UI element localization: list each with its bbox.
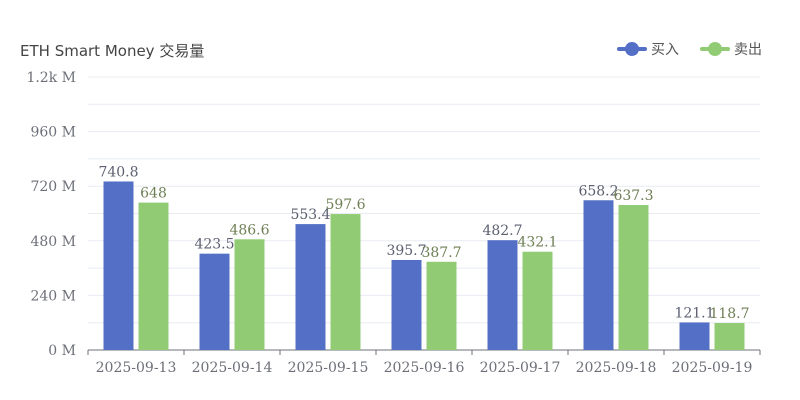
x-tick-label: 2025-09-19 (672, 360, 753, 376)
legend-marker-sell-icon (700, 42, 730, 56)
bar-sell (522, 251, 553, 350)
legend-label-buy: 买入 (651, 42, 679, 58)
bar-sell (330, 214, 361, 350)
x-tick-label: 2025-09-18 (576, 360, 657, 376)
x-tick-label: 2025-09-13 (96, 360, 177, 376)
data-label-buy: 740.8 (98, 164, 138, 180)
y-tick-label: 960 M (30, 125, 76, 141)
data-label-sell: 387.7 (421, 245, 461, 261)
legend-label-sell: 卖出 (734, 42, 762, 58)
bar-buy (487, 240, 518, 350)
x-tick-label: 2025-09-16 (384, 360, 465, 376)
data-label-sell: 486.6 (229, 222, 269, 238)
bar-buy (391, 259, 422, 350)
bar-sell (234, 239, 265, 350)
x-tick-label: 2025-09-15 (288, 360, 369, 376)
bar-buy (295, 224, 326, 350)
x-tick-label: 2025-09-14 (192, 360, 273, 376)
bar-buy (679, 322, 710, 350)
x-tick-label: 2025-09-17 (480, 360, 561, 376)
y-tick-label: 720 M (30, 179, 76, 195)
bar-sell (714, 322, 745, 350)
data-label-buy: 395.7 (386, 243, 426, 259)
data-label-sell: 118.7 (709, 306, 749, 322)
legend-item-buy[interactable]: 买入 (617, 39, 679, 59)
bar-buy (103, 181, 134, 350)
data-label-sell: 648 (140, 186, 167, 202)
bar-sell (618, 205, 649, 350)
y-tick-label: 0 M (48, 343, 76, 359)
bar-sell (426, 261, 457, 350)
y-tick-label: 480 M (30, 234, 76, 250)
data-label-sell: 637.3 (613, 188, 653, 204)
y-tick-label: 1.2k M (26, 70, 76, 86)
y-tick-label: 240 M (30, 288, 76, 304)
bar-buy (199, 253, 230, 350)
data-label-sell: 597.6 (325, 197, 365, 213)
legend-item-sell[interactable]: 卖出 (700, 39, 762, 59)
bar-sell (138, 202, 169, 350)
data-label-sell: 432.1 (517, 235, 557, 251)
data-label-buy: 553.4 (290, 207, 330, 223)
data-label-buy: 482.7 (482, 223, 522, 239)
legend-marker-buy-icon (617, 42, 647, 56)
chart-title: ETH Smart Money 交易量 (20, 42, 205, 60)
data-label-buy: 423.5 (194, 237, 234, 253)
data-label-buy: 658.2 (578, 183, 618, 199)
bar-buy (583, 200, 614, 350)
data-label-buy: 121.1 (674, 305, 714, 321)
